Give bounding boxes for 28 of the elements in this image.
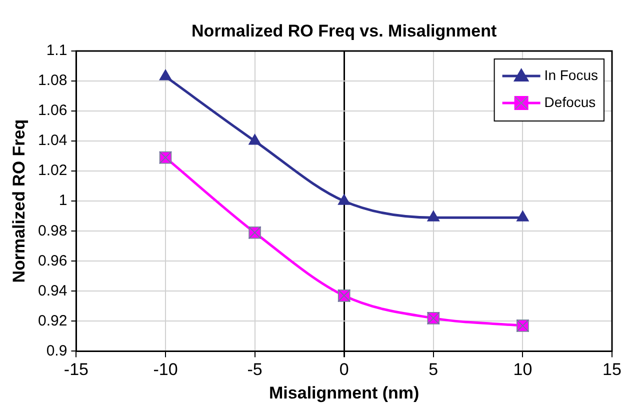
point [338,194,350,205]
y-tick-label: 1.08 [38,72,68,90]
x-tick-label: 0 [339,360,349,380]
y-tick-label: 1.1 [46,42,68,60]
x-tick-label: 10 [513,360,532,380]
x-axis-title: Misalignment (nm) [269,383,420,402]
y-tick-label: 0.94 [38,282,68,300]
x-tick-label: 5 [428,360,438,380]
y-tick-label: 0.98 [38,222,68,240]
y-tick-label: 0.96 [38,252,68,270]
y-tick-label: 1.06 [38,102,68,120]
chart-title: Normalized RO Freq vs. Misalignment [192,22,497,41]
x-tick-label: -15 [64,360,88,380]
legend-label: In Focus [544,66,598,83]
point [248,134,261,145]
y-tick-label: 1.04 [38,132,68,150]
x-tick-label: 15 [602,360,622,380]
legend-label: Defocus [544,94,596,110]
y-axis-title: Normalized RO Freq [10,119,29,283]
y-tick-label: 1 [58,192,68,210]
y-tick-label: 1.02 [38,162,68,180]
x-tick-label: -5 [247,360,262,380]
point [159,70,172,80]
y-tick-label: 0.92 [38,312,68,330]
point [516,210,529,222]
y-tick-label: 0.9 [46,342,68,360]
point [427,210,440,222]
x-tick-label: -10 [153,360,178,380]
